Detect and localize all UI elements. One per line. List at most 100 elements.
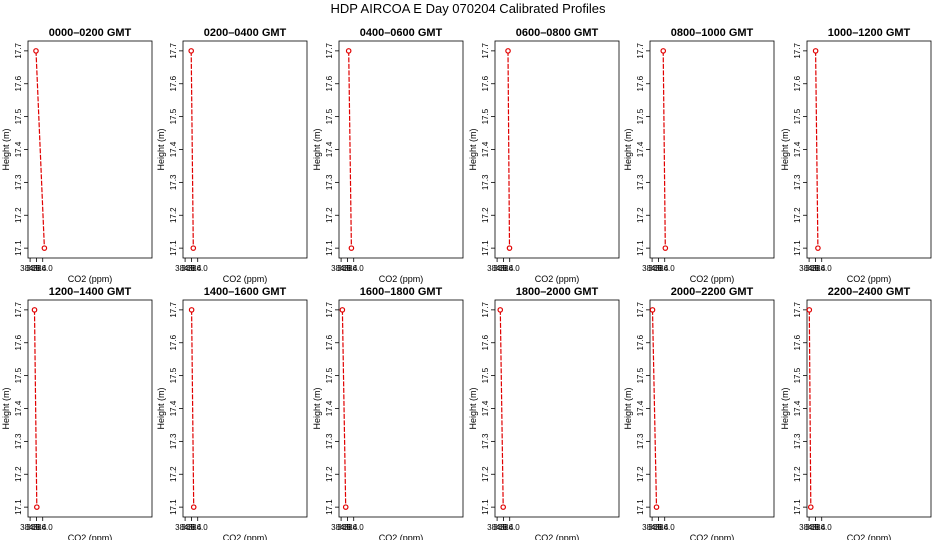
y-tick-label: 17.4 bbox=[636, 141, 645, 157]
x-tick-label: 386.0 bbox=[500, 523, 521, 532]
y-tick-label: 17.7 bbox=[14, 43, 23, 59]
y-tick-label: 17.7 bbox=[793, 302, 802, 318]
x-axis-label: CO2 (ppm) bbox=[223, 533, 268, 540]
x-tick-label: 386.0 bbox=[655, 523, 676, 532]
data-point bbox=[41, 245, 48, 251]
profile-line bbox=[191, 309, 195, 508]
y-tick-label: 17.7 bbox=[325, 302, 334, 318]
x-tick-label: 384.8 bbox=[175, 523, 196, 532]
x-tick-label: 384.8 bbox=[642, 523, 663, 532]
y-tick-label: 17.6 bbox=[481, 75, 490, 91]
y-tick-label: 17.4 bbox=[14, 400, 23, 416]
plot-frame bbox=[338, 299, 464, 518]
y-tick-label: 17.5 bbox=[636, 108, 645, 124]
y-tick-label: 17.2 bbox=[325, 466, 334, 482]
y-tick-label: 17.2 bbox=[636, 466, 645, 482]
panel-title: 1400–1600 GMT bbox=[204, 286, 287, 298]
profile-line bbox=[348, 50, 352, 249]
profile-line bbox=[35, 50, 45, 249]
x-axis-label: CO2 (ppm) bbox=[690, 533, 735, 540]
y-tick-label: 17.5 bbox=[325, 108, 334, 124]
y-tick-label: 17.3 bbox=[481, 174, 490, 190]
data-point bbox=[653, 504, 660, 510]
y-tick-label: 17.5 bbox=[481, 108, 490, 124]
data-point bbox=[342, 504, 349, 510]
y-tick-label: 17.1 bbox=[481, 240, 490, 256]
y-tick-label: 17.4 bbox=[169, 141, 178, 157]
y-axis-label: Height (m) bbox=[623, 128, 633, 170]
y-tick-label: 17.2 bbox=[14, 207, 23, 223]
panel-title: 1200–1400 GMT bbox=[49, 286, 132, 298]
y-tick-label: 17.6 bbox=[793, 334, 802, 350]
x-tick-label: 386.0 bbox=[188, 523, 209, 532]
y-tick-label: 17.1 bbox=[169, 499, 178, 515]
x-tick-label: 386.0 bbox=[344, 523, 365, 532]
data-point bbox=[806, 307, 813, 313]
profile-line bbox=[808, 309, 812, 508]
y-tick-label: 17.2 bbox=[14, 466, 23, 482]
y-tick-label: 17.3 bbox=[793, 433, 802, 449]
data-point bbox=[649, 307, 656, 313]
profile-line bbox=[662, 50, 666, 249]
y-tick-label: 17.4 bbox=[169, 400, 178, 416]
y-tick-label: 17.5 bbox=[14, 108, 23, 124]
y-tick-label: 17.1 bbox=[14, 499, 23, 515]
y-tick-label: 17.2 bbox=[481, 466, 490, 482]
x-tick-label: 386.0 bbox=[33, 264, 54, 273]
y-tick-label: 17.2 bbox=[481, 207, 490, 223]
y-tick-label: 17.3 bbox=[481, 433, 490, 449]
x-tick-label: 385.4 bbox=[805, 523, 826, 532]
panel-title: 2000–2200 GMT bbox=[671, 286, 754, 298]
x-tick-label: 384.8 bbox=[642, 264, 663, 273]
profile-line bbox=[33, 309, 38, 508]
y-tick-label: 17.3 bbox=[14, 174, 23, 190]
y-tick-label: 17.1 bbox=[481, 499, 490, 515]
y-tick-label: 17.2 bbox=[325, 207, 334, 223]
panel-title: 0200–0400 GMT bbox=[204, 27, 287, 39]
data-point bbox=[190, 504, 197, 510]
y-tick-label: 17.2 bbox=[793, 466, 802, 482]
y-tick-label: 17.1 bbox=[636, 240, 645, 256]
data-point bbox=[188, 48, 194, 54]
panel-title: 1000–1200 GMT bbox=[828, 27, 911, 39]
x-tick-label: 384.8 bbox=[487, 523, 508, 532]
y-tick-label: 17.6 bbox=[793, 75, 802, 91]
x-tick-label: 385.4 bbox=[181, 264, 202, 273]
x-axis-label: CO2 (ppm) bbox=[535, 274, 580, 284]
y-tick-label: 17.2 bbox=[169, 466, 178, 482]
y-tick-label: 17.1 bbox=[793, 499, 802, 515]
x-axis-label: CO2 (ppm) bbox=[223, 274, 268, 284]
y-axis-label: Height (m) bbox=[780, 128, 790, 170]
main-title: HDP AIRCOA E Day 070204 Calibrated Profi… bbox=[330, 1, 606, 16]
y-tick-label: 17.3 bbox=[793, 174, 802, 190]
y-axis-label: Height (m) bbox=[312, 128, 322, 170]
data-point bbox=[812, 48, 819, 54]
y-tick-label: 17.6 bbox=[169, 334, 178, 350]
x-tick-label: 384.8 bbox=[331, 523, 352, 532]
panel-title: 1600–1800 GMT bbox=[360, 286, 443, 298]
y-tick-label: 17.7 bbox=[481, 302, 490, 318]
data-point bbox=[807, 504, 814, 510]
x-axis-label: CO2 (ppm) bbox=[535, 533, 580, 540]
y-axis-label: Height (m) bbox=[623, 387, 633, 429]
y-axis-label: Height (m) bbox=[780, 387, 790, 429]
x-tick-label: 385.4 bbox=[337, 264, 358, 273]
panel-title: 2200–2400 GMT bbox=[828, 286, 911, 298]
x-tick-label: 384.8 bbox=[487, 264, 508, 273]
x-tick-label: 386.0 bbox=[188, 264, 209, 273]
y-tick-label: 17.4 bbox=[14, 141, 23, 157]
plot-frame bbox=[649, 40, 775, 259]
x-axis-label: CO2 (ppm) bbox=[690, 274, 735, 284]
x-tick-label: 385.4 bbox=[648, 523, 669, 532]
x-tick-label: 386.0 bbox=[812, 264, 833, 273]
y-tick-label: 17.4 bbox=[793, 400, 802, 416]
y-tick-label: 17.4 bbox=[481, 400, 490, 416]
plot-frame bbox=[494, 299, 620, 518]
y-tick-label: 17.1 bbox=[793, 240, 802, 256]
x-tick-label: 386.0 bbox=[33, 523, 54, 532]
x-tick-label: 385.4 bbox=[493, 523, 514, 532]
